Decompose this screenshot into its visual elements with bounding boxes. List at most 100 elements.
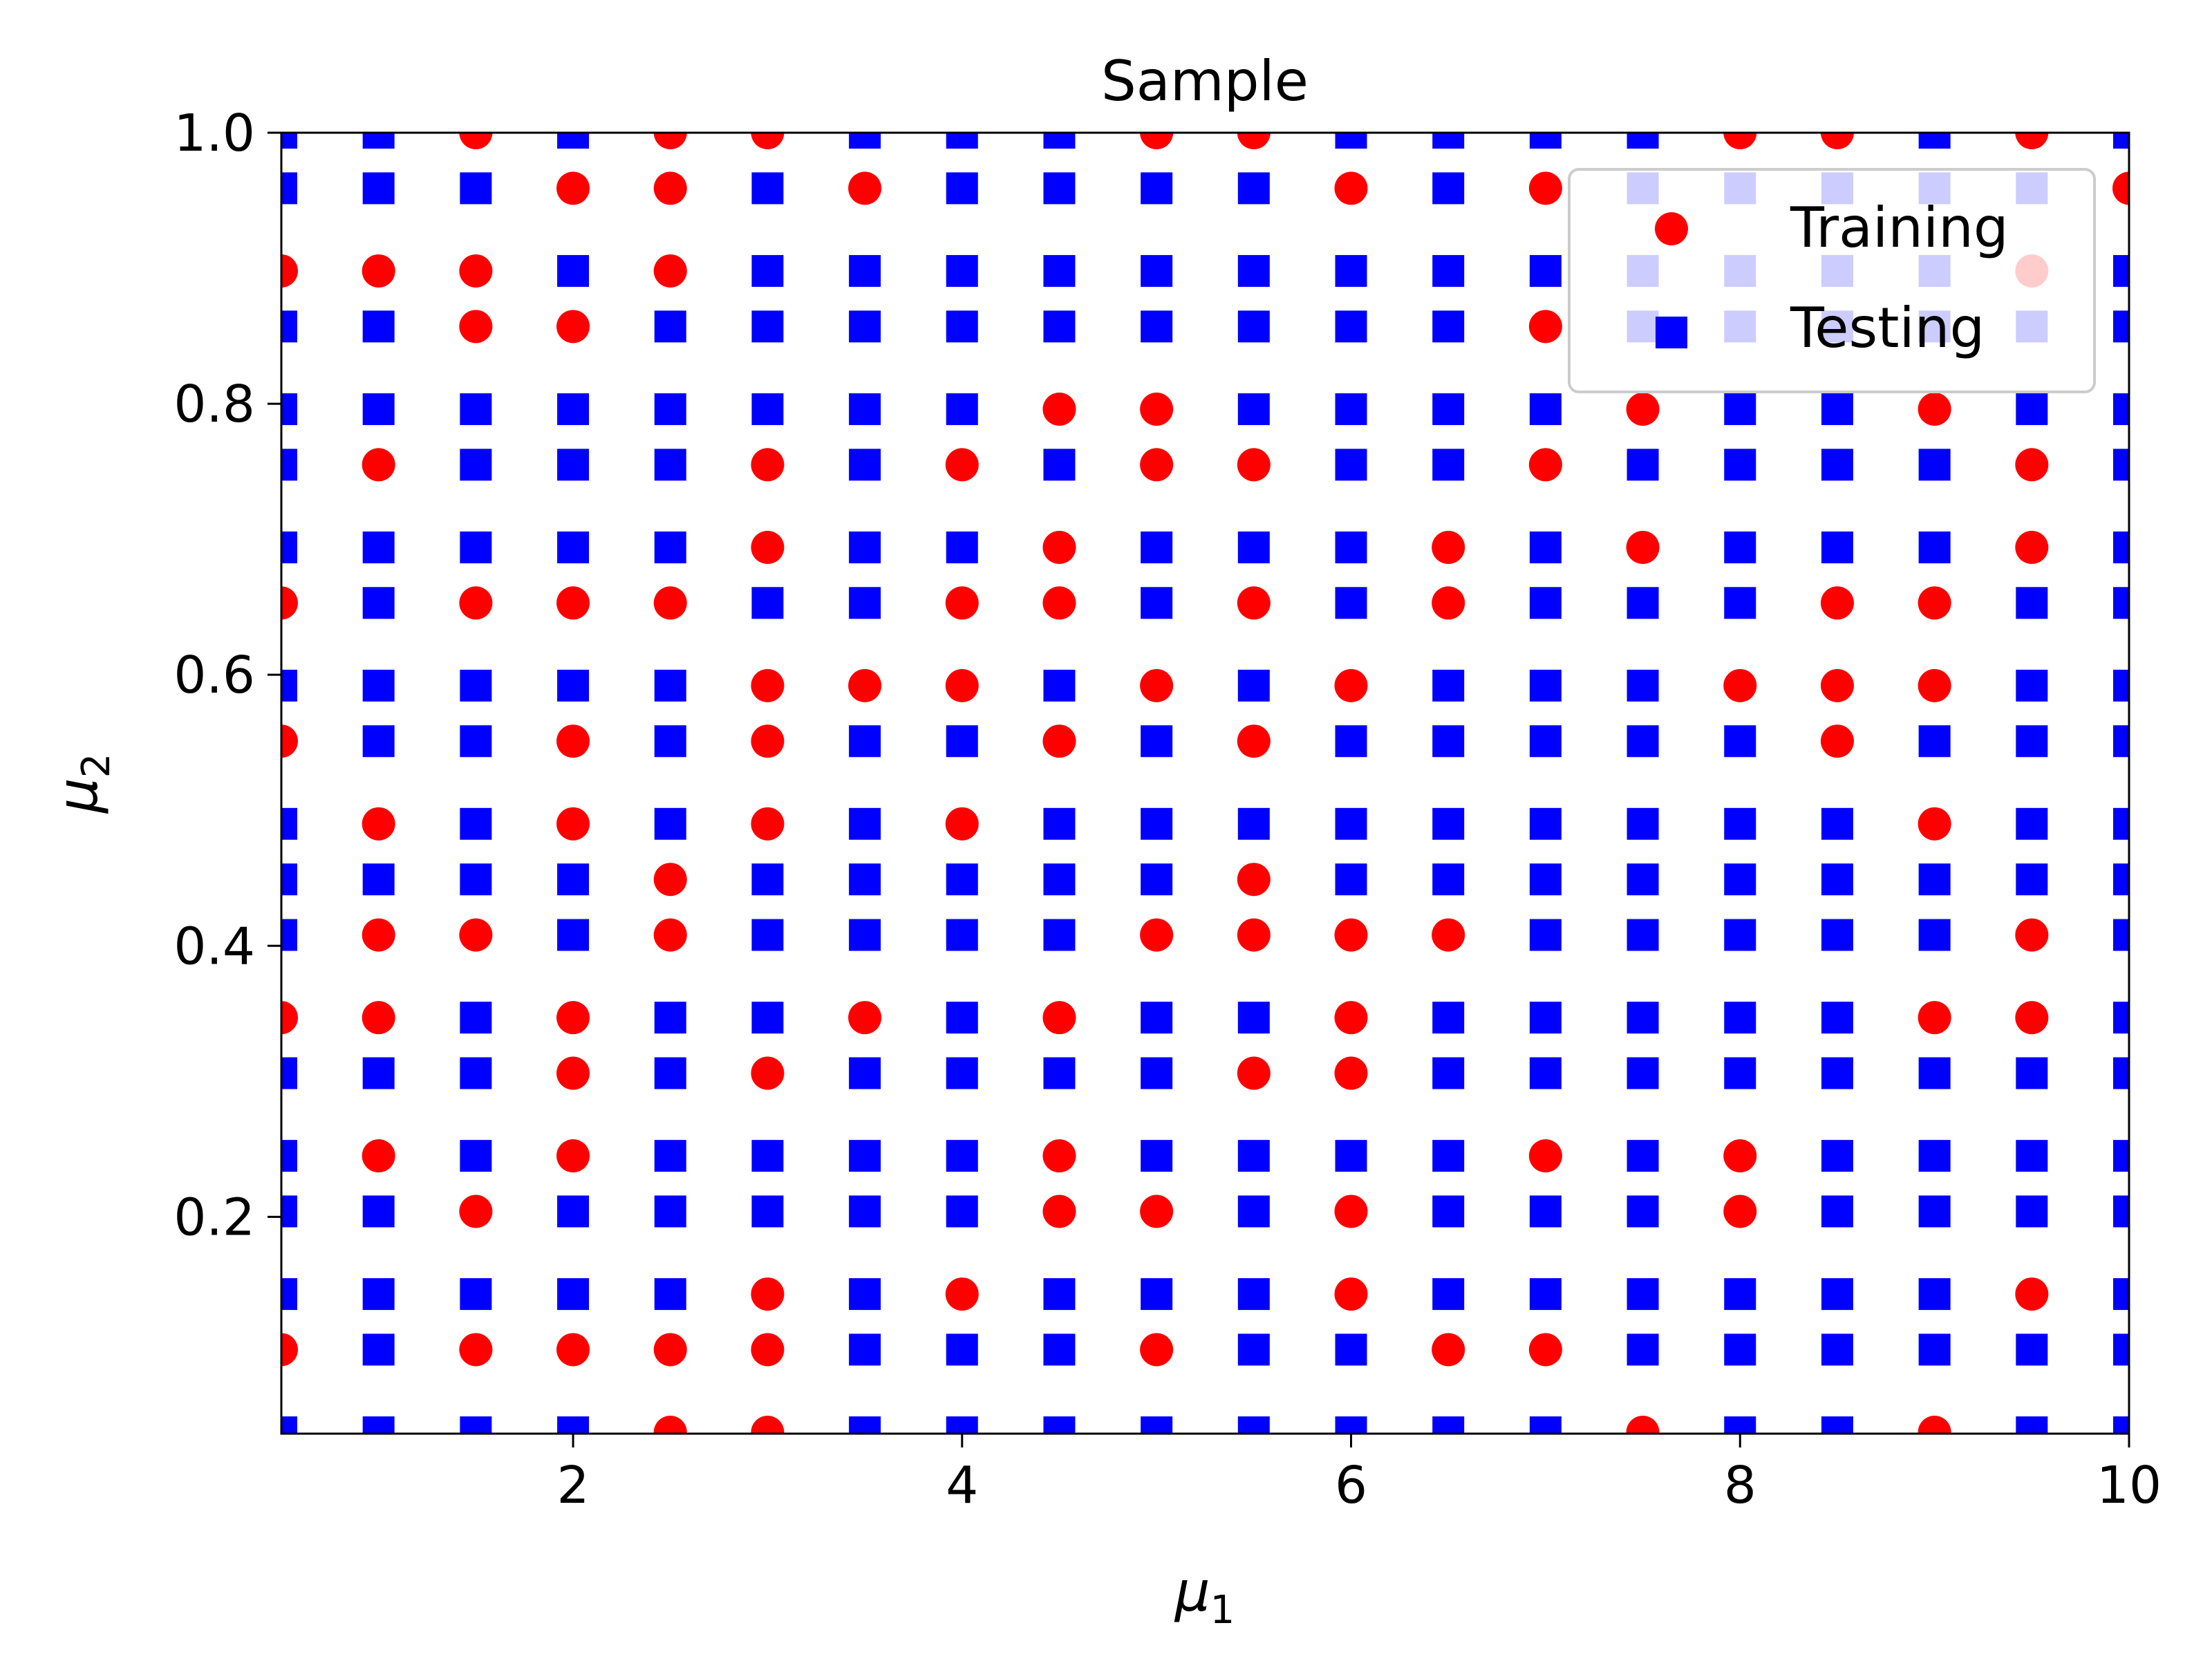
training-point <box>1820 668 1854 702</box>
testing-point <box>2113 133 2129 149</box>
plot-frame <box>280 131 2130 1435</box>
testing-point <box>1627 1333 1659 1366</box>
testing-point <box>1043 1333 1076 1366</box>
testing-point <box>2016 1057 2048 1089</box>
testing-point <box>849 1195 881 1228</box>
testing-point <box>362 1278 395 1311</box>
testing-point <box>1237 393 1270 425</box>
testing-point <box>2113 1195 2129 1228</box>
testing-point <box>362 863 395 896</box>
training-point <box>1334 1001 1368 1035</box>
testing-point <box>1529 919 1562 951</box>
testing-point <box>281 310 297 343</box>
testing-point <box>1627 449 1659 481</box>
testing-point <box>362 587 395 619</box>
testing-point <box>1043 1416 1076 1434</box>
testing-point <box>460 393 492 425</box>
x-tick-label: 6 <box>1335 1456 1367 1515</box>
training-point <box>459 1194 493 1228</box>
testing-point <box>751 587 784 619</box>
testing-point <box>1432 725 1465 758</box>
testing-point <box>1432 172 1465 205</box>
training-point <box>281 1333 298 1367</box>
testing-point <box>2016 1140 2048 1172</box>
testing-point <box>1043 919 1076 951</box>
testing-point <box>1237 1333 1270 1366</box>
training-point <box>751 1333 785 1367</box>
testing-point <box>1627 725 1659 758</box>
testing-point <box>1529 863 1562 896</box>
testing-point <box>2016 669 2048 702</box>
testing-point <box>2016 1333 2048 1366</box>
training-point <box>1140 918 1174 952</box>
training-point <box>459 918 493 952</box>
training-point <box>362 448 395 482</box>
testing-point <box>1335 1140 1367 1172</box>
training-point <box>2015 1001 2049 1035</box>
training-point <box>1237 133 1271 149</box>
testing-point <box>557 531 590 563</box>
testing-point <box>1724 393 1756 425</box>
training-point <box>1334 668 1368 702</box>
legend-training-label: Training <box>1790 196 2009 260</box>
testing-point <box>1627 587 1659 619</box>
testing-point <box>2016 725 2048 758</box>
training-point <box>459 1333 493 1367</box>
training-point <box>751 1416 785 1434</box>
training-point <box>751 448 785 482</box>
testing-point <box>2016 1195 2048 1228</box>
training-point <box>848 1001 882 1035</box>
testing-point <box>1335 863 1367 896</box>
testing-point <box>1432 393 1465 425</box>
testing-point <box>946 1002 978 1034</box>
training-point <box>1432 918 1465 952</box>
y-tick-label: 1.0 <box>174 104 255 163</box>
testing-point <box>1141 1278 1173 1311</box>
training-point <box>281 724 298 758</box>
x-axis-ticks: 2 4 6 8 10 <box>557 1434 2162 1515</box>
training-point <box>556 310 590 344</box>
training-point <box>653 1416 687 1434</box>
testing-point <box>1821 1057 1853 1089</box>
testing-point <box>654 1195 686 1228</box>
testing-point <box>281 1278 297 1311</box>
legend-training-marker <box>1655 212 1688 245</box>
testing-point <box>2113 669 2129 702</box>
testing-point <box>946 310 978 343</box>
testing-point <box>1918 919 1951 951</box>
testing-point <box>1724 725 1756 758</box>
testing-point <box>281 1140 297 1172</box>
training-point <box>653 863 687 897</box>
legend-testing-label: Testing <box>1790 296 1985 360</box>
testing-point <box>654 393 686 425</box>
testing-point <box>557 393 590 425</box>
testing-point <box>946 393 978 425</box>
training-point <box>556 1001 590 1035</box>
training-point <box>751 724 785 758</box>
testing-point <box>1141 172 1173 205</box>
testing-point <box>1432 1195 1465 1228</box>
training-point <box>751 807 785 841</box>
testing-point <box>1335 449 1367 481</box>
legend: Training Testing <box>1568 168 2096 393</box>
testing-point <box>281 133 297 149</box>
testing-point <box>946 919 978 951</box>
testing-point <box>1237 254 1270 287</box>
testing-point <box>557 1416 590 1434</box>
training-point <box>459 133 493 149</box>
training-point <box>1334 171 1368 205</box>
testing-point <box>751 1002 784 1034</box>
y-axis-label-symbol: μ <box>46 778 110 814</box>
testing-point <box>1141 310 1173 343</box>
testing-point <box>1529 1278 1562 1311</box>
testing-point <box>1432 1002 1465 1034</box>
testing-point <box>654 531 686 563</box>
testing-point <box>1237 1140 1270 1172</box>
testing-point <box>1335 725 1367 758</box>
testing-point <box>946 1057 978 1089</box>
testing-point <box>654 1002 686 1034</box>
testing-point <box>946 1333 978 1366</box>
x-axis-label-symbol: μ <box>1174 1559 1210 1624</box>
training-point <box>2015 1277 2049 1311</box>
training-point <box>362 1001 395 1035</box>
